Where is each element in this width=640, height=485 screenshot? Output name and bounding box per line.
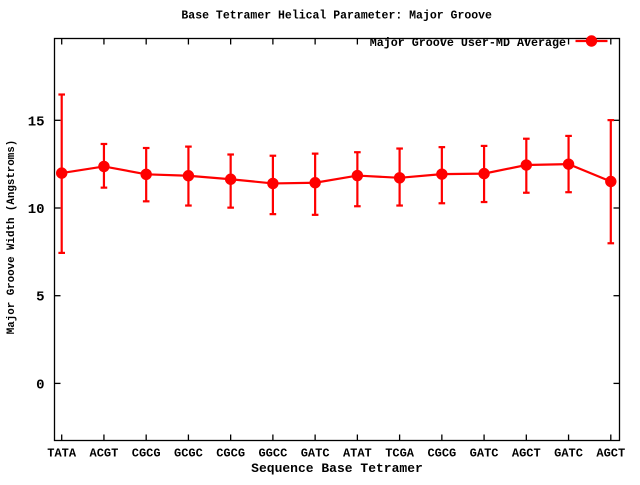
svg-text:AGCT: AGCT xyxy=(512,447,541,461)
svg-text:0: 0 xyxy=(36,377,44,393)
svg-text:Major Groove User-MD Average: Major Groove User-MD Average xyxy=(370,36,566,50)
svg-text:Sequence Base Tetramer: Sequence Base Tetramer xyxy=(251,461,423,476)
svg-text:ACGT: ACGT xyxy=(90,447,119,461)
svg-text:Base Tetramer Helical Paramete: Base Tetramer Helical Parameter: Major G… xyxy=(181,10,492,23)
svg-text:AGCT: AGCT xyxy=(596,447,625,461)
svg-text:TCGA: TCGA xyxy=(385,447,415,461)
svg-text:GCGC: GCGC xyxy=(174,447,203,461)
svg-text:GGCC: GGCC xyxy=(258,447,287,461)
svg-text:GATC: GATC xyxy=(554,447,583,461)
svg-text:GATC: GATC xyxy=(470,447,499,461)
svg-text:CGCG: CGCG xyxy=(216,447,245,461)
svg-text:5: 5 xyxy=(36,290,44,306)
svg-text:Major Groove Width (Angstroms): Major Groove Width (Angstroms) xyxy=(6,140,18,334)
svg-text:15: 15 xyxy=(28,114,45,130)
svg-text:TATA: TATA xyxy=(47,447,77,461)
svg-text:CGCG: CGCG xyxy=(132,447,161,461)
svg-text:ATAT: ATAT xyxy=(343,447,372,461)
svg-text:GATC: GATC xyxy=(301,447,330,461)
svg-text:10: 10 xyxy=(28,202,45,218)
svg-text:CGCG: CGCG xyxy=(427,447,456,461)
